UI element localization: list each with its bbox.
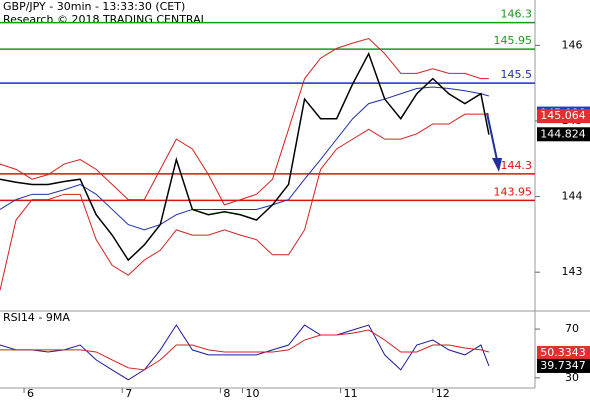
y-tick-label: 30 [565,371,579,384]
level-label: 145.95 [494,34,533,47]
x-tick-label: 6 [27,387,34,400]
level-label: 146.3 [501,8,533,21]
series-line [0,38,489,206]
y-tick-label: 143 [562,265,583,278]
y-tick-label: 144 [562,190,583,203]
price-tag [537,358,590,373]
level-label: 145.5 [501,68,533,81]
price-tag-label: 39.7347 [540,359,586,372]
chart-subtitle: Research © 2018 TRADING CENTRAL [3,13,208,26]
x-tick-label: 10 [245,387,259,400]
series-line [0,51,490,262]
chart-title: GBP/JPY - 30min - 13:33:30 (CET) [3,0,185,13]
x-tick-label: 12 [436,387,450,400]
y-tick-label: 70 [565,322,579,335]
price-tag [537,109,590,124]
series-line [0,324,490,381]
price-tag-label: 50.3343 [540,346,586,359]
panel-title: RSI14 - 9MA [3,311,70,324]
x-tick-label: 11 [344,387,358,400]
forecast-arrow [486,112,502,172]
price-tag [537,127,590,142]
price-tag [537,346,590,361]
level-label: 143.95 [494,185,533,198]
series-line [0,113,489,291]
x-tick-label: 7 [125,387,132,400]
y-tick-label: 146 [562,38,583,51]
x-tick-label: 8 [223,387,230,400]
price-tag-label: 144.824 [540,127,586,140]
level-label: 144.3 [501,159,533,172]
price-tag-label: 145.064 [540,109,586,122]
series-line [0,329,490,371]
